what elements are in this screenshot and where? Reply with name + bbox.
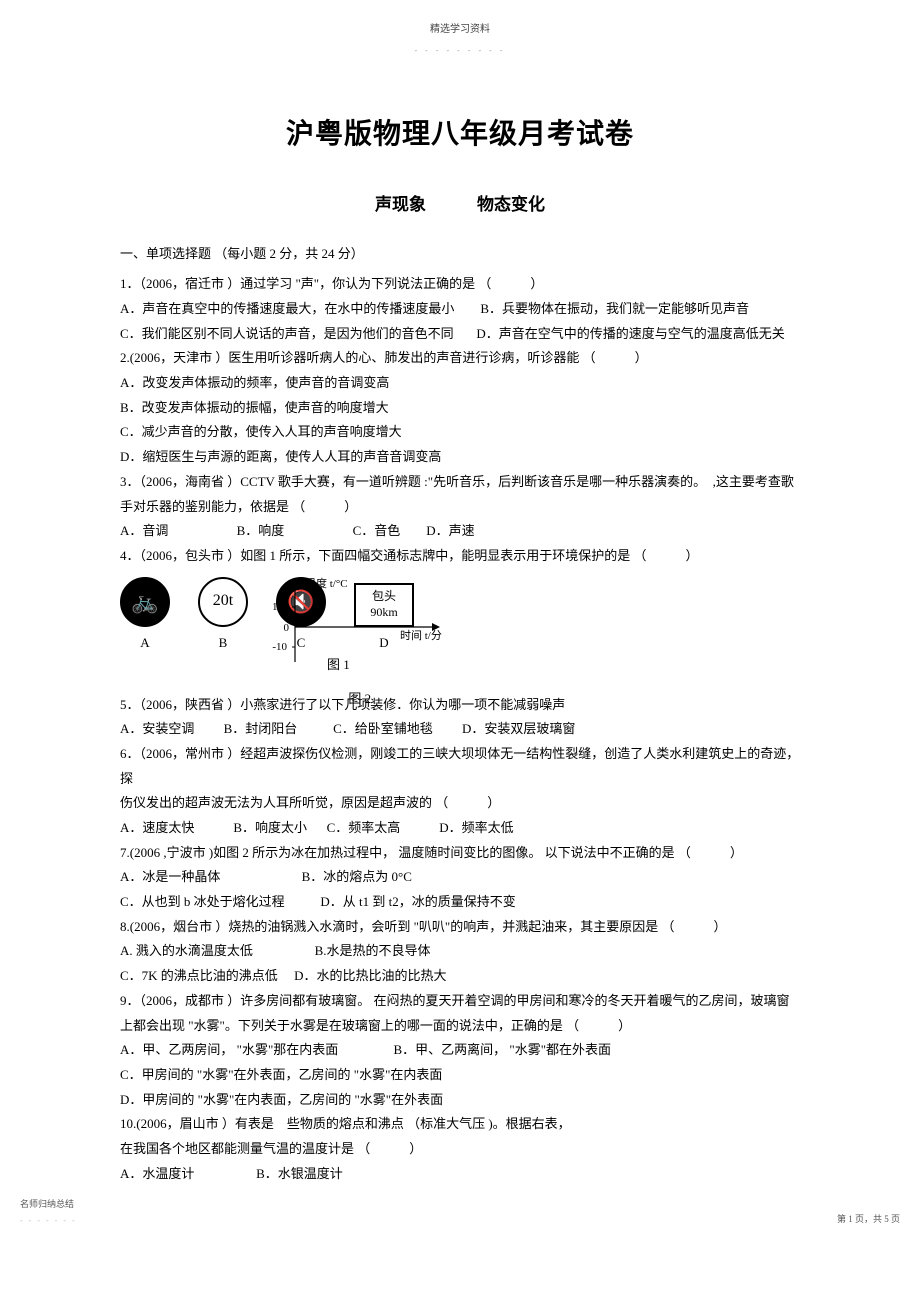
q10-ab: A．水温度计 B．水银温度计: [120, 1162, 800, 1187]
q1-d: D．声音在空气中的传播的速度与空气的温度高低无关: [476, 326, 784, 341]
ytick-10: 10: [272, 601, 284, 613]
q7-d: D．从 t1 到 t2，冰的质量保持不变: [320, 894, 515, 909]
q9-b: B．甲、乙两离间， "水雾"都在外表面: [394, 1042, 612, 1057]
q7-a: A．冰是一种晶体: [120, 869, 220, 884]
q9-stem: 9．（2006，成都市 ）许多房间都有玻璃窗。 在闷热的夏天开着空调的甲房间和寒…: [120, 989, 800, 1038]
q7-b: B．冰的熔点为 0°C: [302, 869, 412, 884]
figure-1: 🚲 A 20t B 🔇 C 包头 90km D 图 1: [120, 577, 235, 656]
q6-opts: A．速度太快 B．响度太小 C．频率太高 D．频率太低: [120, 816, 800, 841]
q9-a: A．甲、乙两房间， "水雾"那在内表面: [120, 1042, 338, 1057]
q7-c: C．从也到 b 冰处于熔化过程: [120, 894, 285, 909]
q9-c: C．甲房间的 "水雾"在外表面，乙房间的 "水雾"在内表面: [120, 1063, 800, 1088]
q5-c: C．给卧室铺地毯: [333, 721, 433, 736]
q1-stem: 1．（2006，宿迁市 ）通过学习 "声"，你认为下列说法正确的是 （ ）: [120, 272, 800, 297]
q3-b: B．响度: [237, 523, 285, 538]
q3-c: C．音色: [353, 523, 401, 538]
q10-stem: 10.(2006，眉山市 ）有表是 些物质的熔点和沸点 （标准大气压 )。根据右…: [120, 1112, 800, 1137]
page-title: 沪粤版物理八年级月考试卷: [120, 108, 800, 161]
footer-left: 名师归纳总结 - - - - - - -: [20, 1196, 77, 1228]
q6-stem: 6．（2006，常州市 ）经超声波探伤仪检测，刚竣工的三峡大坝坝体无一结构性裂缝…: [120, 742, 800, 791]
bike-icon: 🚲: [120, 577, 170, 627]
q2-b: B．改变发声体振动的振幅，使声音的响度增大: [120, 396, 800, 421]
q7-cd: C．从也到 b 冰处于熔化过程 D．从 t1 到 t2，冰的质量保持不变: [120, 890, 800, 915]
fig2-ylabel: 温度 t/°C: [305, 576, 348, 590]
ytick-0: 0: [283, 622, 289, 634]
weight-sign: 20t: [198, 577, 248, 627]
q2-d: D．缩短医生与声源的距离，使传人人耳的声音音调变高: [120, 445, 800, 470]
footer-right: 第 1 页，共 5 页: [837, 1211, 900, 1228]
q7-ab: A．冰是一种晶体 B．冰的熔点为 0°C: [120, 865, 800, 890]
footer-left-text: 名师归纳总结: [20, 1196, 77, 1213]
q3-opts: A．音调 B．响度 C．音色 D．声速: [120, 519, 800, 544]
q1-cd: C．我们能区别不同人说话的声音，是因为他们的音色不同 D．声音在空气中的传播的速…: [120, 322, 800, 347]
q6-d: D．频率太低: [439, 820, 513, 835]
q6-stem2: 伤仪发出的超声波无法为人耳所听觉，原因是超声波的 （ ）: [120, 791, 800, 816]
q1-b: B．兵要物体在振动，我们就一定能够听见声音: [480, 301, 749, 316]
q8-cd: C．7K 的沸点比油的沸点低 D．水的比热比油的比热大: [120, 964, 800, 989]
sign-b-label: B: [219, 631, 228, 656]
q4-stem: 4．（2006，包头市 ）如图 1 所示，下面四幅交通标志牌中，能明显表示用于环…: [120, 544, 800, 569]
sign-a: 🚲 A: [120, 577, 170, 656]
doc-watermark-dots: - - - - - - - - -: [120, 43, 800, 58]
q6-a: A．速度太快: [120, 820, 194, 835]
q1-c: C．我们能区别不同人说话的声音，是因为他们的音色不同: [120, 326, 454, 341]
sign-b: 20t B: [198, 577, 248, 656]
figure-row: 🚲 A 20t B 🔇 C 包头 90km D 图 1: [120, 577, 800, 687]
q3-a: A．音调: [120, 523, 168, 538]
sign-a-label: A: [140, 631, 149, 656]
section-1-head: 一、单项选择题 （每小题 2 分，共 24 分）: [120, 242, 800, 267]
q5-b: B．封闭阳台: [224, 721, 298, 736]
q1-a: A．声音在真空中的传播速度最大，在水中的传播速度最小: [120, 301, 454, 316]
q8-ab: A. 溅入的水滴温度太低 B.水是热的不良导体: [120, 939, 800, 964]
q8-c: C．7K 的沸点比油的沸点低: [120, 968, 278, 983]
q10-a: A．水温度计: [120, 1166, 194, 1181]
page-subtitle: 声现象 物态变化: [120, 189, 800, 221]
q3-stem: 3．（2006，海南省 ）CCTV 歌手大赛，有一道听辨题 :"先听音乐，后判断…: [120, 470, 800, 519]
fig2-xlabel: 时间 t/分: [400, 629, 442, 642]
q1-ab: A．声音在真空中的传播速度最大，在水中的传播速度最小 B．兵要物体在振动，我们就…: [120, 297, 800, 322]
q10-b: B．水银温度计: [256, 1166, 343, 1181]
doc-watermark-top: 精选学习资料: [120, 20, 800, 39]
q6-b: B．响度太小: [233, 820, 307, 835]
q9-ab: A．甲、乙两房间， "水雾"那在内表面 B．甲、乙两离间， "水雾"都在外表面: [120, 1038, 800, 1063]
q2-c: C．减少声音的分散，使传入人耳的声音响度增大: [120, 420, 800, 445]
q6-c: C．频率太高: [327, 820, 401, 835]
q5-opts: A．安装空调 B．封闭阳台 C．给卧室铺地毯 D．安装双层玻璃窗: [120, 717, 800, 742]
q10-stem2: 在我国各个地区都能测量气温的温度计是 （ ）: [120, 1137, 800, 1162]
q8-d: D．水的比热比油的比热大: [294, 968, 446, 983]
figure-2-caption: 图 2: [265, 687, 455, 712]
q5-stem: 5．（2006，陕西省 ）小燕家进行了以下几项装修．你认为哪一项不能减弱噪声: [120, 693, 800, 718]
q5-d: D．安装双层玻璃窗: [462, 721, 575, 736]
q7-stem: 7.(2006 ,宁波市 )如图 2 所示为冰在加热过程中， 温度随时间变比的图…: [120, 841, 800, 866]
footer-left-dots: - - - - - - -: [20, 1213, 77, 1228]
ytick-neg10: -10: [272, 641, 287, 653]
q3-d: D．声速: [426, 523, 474, 538]
q5-a: A．安装空调: [120, 721, 194, 736]
q2-a: A．改变发声体振动的频率，使声音的音调变高: [120, 371, 800, 396]
q8-b: B.水是热的不良导体: [315, 943, 431, 958]
q8-stem: 8.(2006，烟台市 ）烧热的油锅溅入水滴时，会听到 "叭叭"的响声，并溅起油…: [120, 915, 800, 940]
figure-2: 10 0 -10 温度 t/°C 时间 t/分 图 2: [265, 577, 455, 687]
q2-stem: 2.(2006，天津市 ）医生用听诊器听病人的心、肺发出的声音进行诊病，听诊器能…: [120, 346, 800, 371]
q8-a: A. 溅入的水滴温度太低: [120, 943, 253, 958]
q9-d: D．甲房间的 "水雾"在内表面，乙房间的 "水雾"在外表面: [120, 1088, 800, 1113]
